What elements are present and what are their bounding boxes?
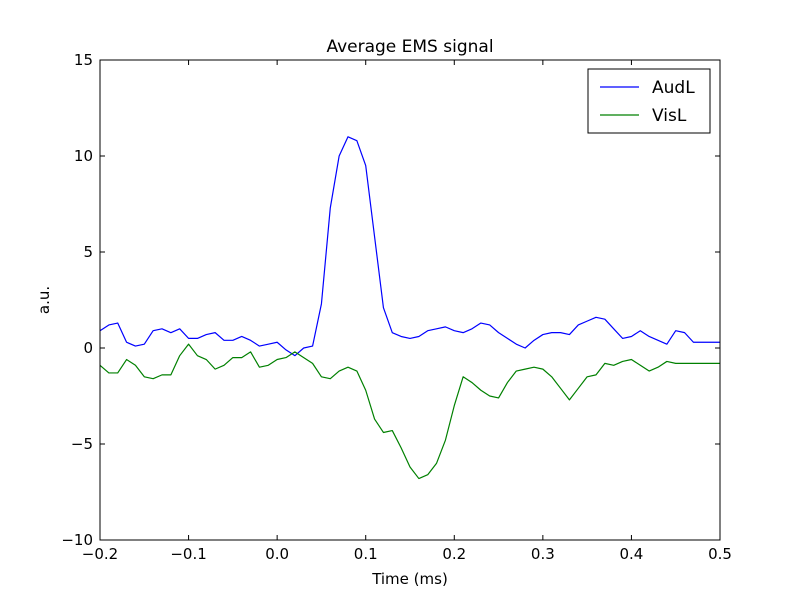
x-tick-label: −0.2 [82,545,118,563]
x-tick-label: 0.2 [442,545,466,563]
series-line-audl [99,136,720,357]
y-tick-label: −10 [61,531,93,549]
plot-frame [99,59,721,541]
x-tick-label: 0.5 [708,545,732,563]
x-axis-label: Time (ms) [371,570,448,588]
legend-label-audl: AudL [652,78,695,98]
x-tick-label: 0.1 [354,545,378,563]
x-tick-label: 0.0 [265,545,289,563]
legend-label-visl: VisL [652,106,687,126]
legend: AudL VisL [587,68,711,134]
plot-area [100,60,720,540]
y-tick-label: 0 [83,339,93,357]
axis-ticks [99,59,721,541]
x-tick-label: 0.3 [531,545,555,563]
legend-box [587,68,711,134]
axis-tick-labels: −0.2 −0.1 0.0 0.1 0.2 0.3 0.4 0.5 −10 −5 0 5 10 15 [61,51,732,563]
x-tick-label: 0.4 [619,545,643,563]
chart-title: Average EMS signal [326,37,493,57]
series-lines [99,136,720,480]
y-axis-label: a.u. [35,286,53,314]
y-tick-label: 10 [74,147,93,165]
series-line-visl [99,343,720,480]
y-tick-label: −5 [71,435,93,453]
x-tick-label: −0.1 [170,545,206,563]
y-tick-label: 5 [83,243,93,261]
y-tick-label: 15 [74,51,93,69]
